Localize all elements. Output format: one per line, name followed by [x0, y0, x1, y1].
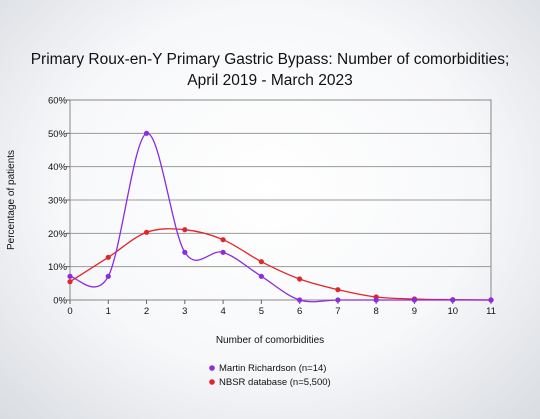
legend: Martin Richardson (n=14) NBSR database (n…	[209, 363, 331, 388]
x-tick-label: 7	[335, 306, 340, 317]
y-tick-label: 50%	[48, 129, 68, 140]
gridlines	[70, 132, 491, 268]
chart-title-line-1: Primary Roux-en-Y Primary Gastric Bypass…	[31, 51, 510, 68]
series-1	[67, 227, 494, 303]
legend-marker	[209, 365, 215, 371]
series-layer	[67, 130, 494, 303]
y-tick-label: 10%	[48, 262, 68, 273]
y-tick-label: 30%	[48, 196, 68, 207]
data-point	[373, 297, 379, 303]
data-point	[297, 276, 303, 282]
y-tick-label: 60%	[48, 96, 68, 107]
x-tick-label: 10	[447, 306, 458, 317]
x-tick-label: 9	[412, 306, 417, 317]
data-point	[335, 287, 341, 293]
x-axis-label: Number of comorbidities	[216, 335, 324, 346]
x-tick-label: 0	[67, 306, 72, 317]
data-point	[143, 229, 150, 235]
data-point	[67, 279, 73, 285]
data-point	[450, 297, 456, 303]
x-tick-label: 1	[106, 306, 111, 317]
x-tick-label: 2	[144, 306, 149, 317]
data-point	[411, 297, 418, 303]
x-tick-label: 8	[374, 306, 379, 317]
data-point	[258, 273, 264, 279]
series-line	[69, 132, 491, 303]
data-point	[258, 259, 264, 265]
data-point	[182, 249, 188, 255]
legend-label: NBSR database (n=5,500)	[219, 377, 331, 388]
data-point	[335, 297, 341, 303]
y-tick-label: 20%	[48, 229, 68, 240]
y-tick-label: 40%	[48, 162, 68, 173]
x-tick-label: 5	[259, 306, 264, 317]
data-point	[182, 227, 188, 233]
data-point	[143, 130, 150, 136]
x-axis-ticks: 0 1 2 3 4 5 6 7 8 9 10 11	[67, 300, 496, 317]
data-point	[105, 273, 111, 279]
legend-marker	[209, 379, 215, 385]
data-point	[220, 249, 226, 255]
x-tick-label: 11	[486, 306, 496, 317]
data-point	[488, 297, 494, 303]
legend-label: Martin Richardson (n=14)	[219, 363, 326, 374]
data-point	[105, 254, 111, 260]
y-axis-label: Percentage of patients	[6, 150, 17, 250]
series-line	[69, 228, 492, 301]
y-axis-ticks: 0% 10% 20% 30% 40% 50% 60%	[48, 96, 70, 307]
series-0	[67, 130, 494, 303]
data-point	[297, 297, 303, 303]
chart-title-line-2: April 2019 - March 2023	[187, 72, 352, 89]
y-tick-label: 0%	[53, 296, 67, 307]
x-tick-label: 6	[297, 306, 302, 317]
data-point	[220, 237, 226, 243]
x-tick-label: 4	[220, 306, 225, 317]
x-tick-label: 3	[182, 306, 187, 317]
data-point	[67, 273, 73, 279]
